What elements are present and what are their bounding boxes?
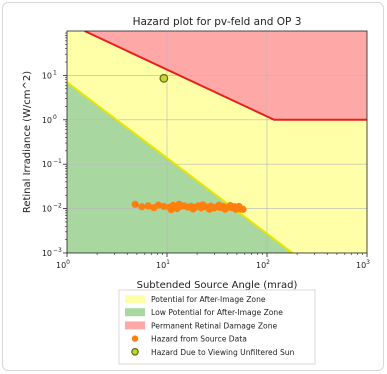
x-tick-exponent: 3: [366, 259, 370, 266]
y-tick-exponent: −2: [53, 203, 62, 210]
source-data-point: [221, 205, 229, 213]
y-tick-label: 10: [42, 249, 52, 258]
source-data-point: [131, 200, 139, 208]
legend-label: Hazard Due to Viewing Unfiltered Sun: [151, 348, 295, 357]
damage-threshold-line: [84, 31, 367, 121]
y-tick-exponent: −3: [53, 247, 62, 254]
legend-swatch: [125, 308, 145, 317]
y-tick-label: 10: [42, 71, 52, 80]
x-axis-label: Subtended Source Angle (mrad): [137, 280, 298, 291]
plot-border: [66, 30, 368, 254]
source-data-point: [175, 200, 183, 208]
source-data-point: [167, 205, 175, 214]
source-data-point: [138, 203, 146, 211]
y-tick-exponent: 0: [53, 114, 57, 121]
unfiltered-sun-point: [159, 73, 169, 83]
source-data-point: [144, 202, 152, 210]
legend-marker: [131, 347, 139, 356]
x-tick-label: 100: [56, 259, 70, 270]
source-data-point: [226, 201, 234, 210]
source-data-point: [154, 201, 162, 209]
y-tick-exponent: −1: [53, 158, 62, 165]
source-data-point: [160, 202, 168, 211]
after-image-threshold-line: [67, 81, 294, 253]
x-tick-exponent: 2: [266, 259, 270, 266]
legend-label: Low Potential for After-Image Zone: [151, 308, 283, 317]
source-data-point: [199, 201, 207, 209]
legend-swatch: [125, 321, 145, 330]
y-tick-exponent: 1: [53, 69, 57, 76]
legend-label: Potential for After-Image Zone: [151, 295, 266, 304]
x-tick-exponent: 0: [66, 259, 70, 266]
y-tick-label: 10: [42, 160, 52, 169]
y-axis-label: Retinal Irradiance (W/cm^2): [22, 71, 33, 213]
source-data-point: [235, 202, 243, 211]
legend-marker: [131, 335, 139, 342]
legend-box: [118, 289, 316, 365]
y-tick-label: 10: [42, 116, 52, 125]
legend-label: Permanent Retinal Damage Zone: [151, 321, 278, 330]
source-data-point: [215, 201, 223, 209]
x-tick-exponent: 1: [166, 259, 170, 266]
chart-title: Hazard plot for pv-feld and OP 3: [133, 16, 302, 28]
x-tick-label: 101: [156, 259, 170, 270]
source-data-point: [205, 205, 213, 213]
y-tick-label: 10: [42, 205, 52, 214]
legend-label: Hazard from Source Data: [151, 335, 247, 344]
source-data-point: [189, 205, 197, 213]
legend-swatch: [125, 295, 145, 303]
x-tick-label: 103: [356, 259, 370, 270]
legend: Potential for After-Image Zone Low Potent…: [118, 289, 316, 365]
plot-area: [67, 31, 367, 253]
x-tick-label: 102: [256, 259, 270, 270]
